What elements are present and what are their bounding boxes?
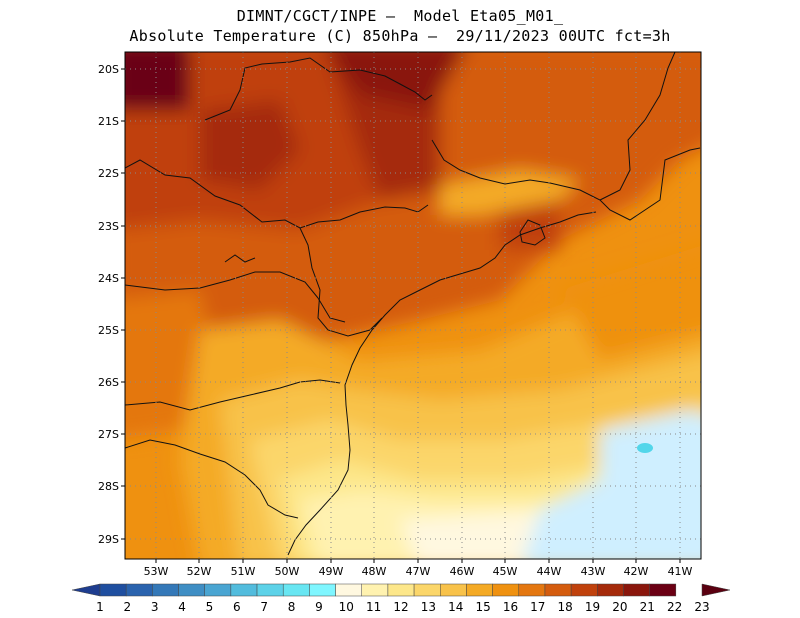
lat-label: 24S [98, 272, 119, 285]
lon-label: 42W [624, 565, 649, 578]
colorbar-segment [492, 583, 520, 597]
colorbar-label: 14 [448, 600, 463, 614]
colorbar-label: 15 [475, 600, 490, 614]
lat-label: 27S [98, 428, 119, 441]
lon-label: 50W [275, 565, 300, 578]
colorbar-label: 2 [124, 600, 132, 614]
temperature-field [125, 52, 701, 559]
lat-label: 22S [98, 167, 119, 180]
lat-label: 29S [98, 533, 119, 546]
colorbar-segment [518, 583, 546, 597]
colorbar-label: 17 [530, 600, 545, 614]
colorbar-segment [99, 583, 127, 597]
colorbar-segment [597, 583, 624, 597]
lon-label: 44W [537, 565, 562, 578]
lon-label: 48W [362, 565, 387, 578]
colorbar: 1 2 3 4 5 6 7 8 9 10 11 12 13 14 15 16 17 18 19 20 21 22 23 [71, 583, 731, 614]
colorbar-segment [387, 583, 415, 597]
colorbar-label: 10 [339, 600, 354, 614]
colorbar-label: 16 [503, 600, 518, 614]
coastline-and-borders [124, 51, 701, 556]
lon-label: 53W [144, 565, 169, 578]
lon-label: 45W [493, 565, 518, 578]
colorbar-segment [649, 583, 677, 597]
colorbar-segment [570, 583, 598, 597]
lat-label: 28S [98, 480, 119, 493]
map-frame [124, 51, 702, 560]
colorbar-segment [309, 583, 336, 597]
colorbar-label: 5 [206, 600, 214, 614]
graticule [125, 52, 701, 559]
lat-label: 25S [98, 324, 119, 337]
colorbar-segment [256, 583, 284, 597]
colorbar-label: 3 [151, 600, 159, 614]
latitude-axis: 20S 21S 22S 23S 24S 25S 26S 27S 28S 29S [98, 63, 125, 546]
lon-label: 49W [319, 565, 344, 578]
colorbar-label: 13 [421, 600, 436, 614]
colorbar-label: 7 [260, 600, 268, 614]
lat-label: 20S [98, 63, 119, 76]
colorbar-segment [282, 583, 310, 597]
colorbar-segment [544, 583, 572, 597]
colorbar-segment [178, 583, 205, 597]
colorbar-label: 21 [640, 600, 655, 614]
colorbar-label: 9 [315, 600, 323, 614]
colorbar-label: 4 [178, 600, 186, 614]
colorbar-label: 23 [694, 600, 709, 614]
colorbar-segment [361, 583, 389, 597]
lon-label: 43W [581, 565, 606, 578]
colorbar-segment [71, 583, 101, 597]
lat-label: 21S [98, 115, 119, 128]
colorbar-label: 22 [667, 600, 682, 614]
colorbar-label: 6 [233, 600, 241, 614]
colorbar-segment [466, 583, 493, 597]
colorbar-segment [125, 583, 153, 597]
lat-label: 26S [98, 376, 119, 389]
map-title-line-2: Absolute Temperature (C) 850hPa – 29/11/… [129, 27, 671, 45]
colorbar-label: 20 [612, 600, 627, 614]
colorbar-segment [230, 583, 258, 597]
colorbar-segment [413, 583, 441, 597]
colorbar-segment [440, 583, 467, 597]
colorbar-segment [623, 583, 650, 597]
colorbar-label: 18 [558, 600, 573, 614]
map-title-line-1: DIMNT/CGCT/INPE – Model Eta05_M01_ [236, 7, 564, 25]
colorbar-label: 1 [96, 600, 104, 614]
colorbar-label: 12 [393, 600, 408, 614]
colorbar-label: 19 [585, 600, 600, 614]
longitude-axis: 53W 52W 51W 50W 49W 48W 47W 46W 45W 44W … [144, 559, 693, 578]
colorbar-segment [152, 583, 179, 597]
lon-label: 52W [187, 565, 212, 578]
lon-label: 47W [406, 565, 431, 578]
colorbar-label: 8 [288, 600, 296, 614]
colorbar-label: 11 [366, 600, 381, 614]
colorbar-segment [335, 583, 362, 597]
lat-label: 23S [98, 220, 119, 233]
lon-label: 46W [450, 565, 475, 578]
lon-label: 41W [668, 565, 693, 578]
lon-label: 51W [231, 565, 256, 578]
colorbar-segment [204, 583, 232, 597]
colorbar-segment [701, 583, 731, 597]
